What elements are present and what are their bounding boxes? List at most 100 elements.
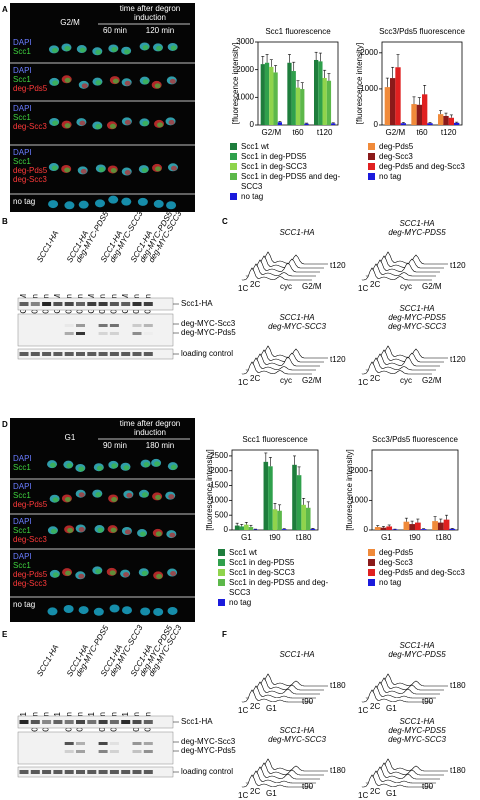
y-tick-label: 0 [224,525,229,534]
plot-frame [371,449,459,531]
band [64,742,74,745]
band [143,720,153,724]
histogram-trace [257,673,328,687]
cell-signal [66,463,73,469]
cell-signal [170,464,177,470]
legend-label: deg-Scc3 [379,152,413,161]
time-label: t180 [330,681,346,690]
axis-label: 1C [238,791,248,800]
y-tick-label: 0 [374,120,379,129]
x-tick-label: t90 [409,533,421,542]
band [98,302,108,306]
cell-signal [140,531,147,537]
strain-label: deg-MYC-SCC3 [268,322,326,331]
bar [432,521,438,530]
bar [384,87,390,125]
channel-label: no tag [13,600,35,609]
strain-label: deg-MYC-SCC3 [388,322,446,331]
legend: deg-Pds5 deg-Scc3 deg-Pds5 and deg-Scc3 no … [368,548,480,588]
channel-label: Scc1 [13,157,31,166]
bar [263,461,269,530]
cell [78,200,89,209]
legend-swatch [368,559,375,566]
cell-signal [169,532,176,538]
band-label: Scc1-HA [181,717,213,726]
cell-signal [168,494,175,500]
legend-entry: no tag [368,172,480,182]
histogram-trace [369,259,440,273]
legend: Scc1 wt Scc1 in deg-PDS5 Scc1 in deg-SCC3 S… [230,142,355,202]
band [132,750,142,753]
cell-signal [155,166,162,172]
legend-swatch [230,193,237,200]
header-label: induction [134,13,166,22]
histogram-trace [377,758,448,772]
legend-swatch [368,143,375,150]
chart-title: Scc3/Pds5 fluorescence [372,435,458,444]
legend-label: no tag [379,578,402,587]
cell [109,604,120,613]
channel-label: Scc1 [13,526,31,535]
channel-label: DAPI [13,552,32,561]
y-tick-label: 1500 [210,481,228,490]
bar [244,524,249,530]
y-tick-label: 1000 [350,495,368,504]
legend-entry: deg-Scc3 [368,558,480,568]
cell [121,197,132,206]
legend-entry: Scc1 in deg-PDS5 [218,558,343,568]
band [144,332,153,335]
x-tick-label: G1 [241,533,252,542]
cell-signal [157,122,164,128]
bar [415,522,421,530]
band [64,770,74,774]
time-label: t90 [302,782,314,791]
channel-label: deg-Scc3 [13,122,47,131]
bar [454,122,460,125]
bar [449,528,456,530]
legend-entry: no tag [368,578,480,588]
band [109,332,119,335]
histogram-trace [373,762,444,776]
blot-panel [17,313,174,347]
cell-signal [170,165,177,171]
histogram-trace [369,766,440,780]
bar [326,80,332,125]
bar [443,519,450,530]
legend-label: deg-Scc3 [379,558,413,567]
band [42,302,52,306]
legend-swatch [368,153,375,160]
legend-label: Scc1 in deg-SCC3 [229,568,295,577]
cell [94,199,105,208]
legend-entry: no tag [230,192,355,202]
cell-signal [78,573,85,579]
legend-entry: deg-Pds5 and deg-Scc3 [368,568,480,578]
x-tick-label: t120 [317,128,333,137]
panel-letter: B [2,217,8,226]
bar [374,527,381,530]
legend: deg-Pds5 deg-Scc3 deg-Pds5 and deg-Scc3 no … [368,142,480,182]
time-label: t180 [450,681,466,690]
band [132,302,142,306]
cell-signal [95,49,102,55]
bar [448,117,454,125]
channel-label: deg-Scc3 [13,535,47,544]
bar [395,67,401,125]
bar [416,104,422,125]
cell-signal [95,124,102,130]
band [143,770,153,774]
band [132,770,142,774]
band [143,750,153,753]
legend-entry: Scc1 in deg-PDS5 and deg-SCC3 [230,172,355,192]
band [109,720,119,724]
cell-signal [124,49,131,55]
cell-signal [141,570,148,576]
legend-label: deg-Pds5 and deg-Scc3 [379,162,465,171]
cell-signal [170,571,177,577]
histogram-trace [361,689,432,703]
cell-signal [64,123,71,129]
cell-signal [64,77,71,83]
bar [301,504,306,530]
band-label: deg-MYC-Pds5 [181,746,236,755]
bar [300,89,305,125]
